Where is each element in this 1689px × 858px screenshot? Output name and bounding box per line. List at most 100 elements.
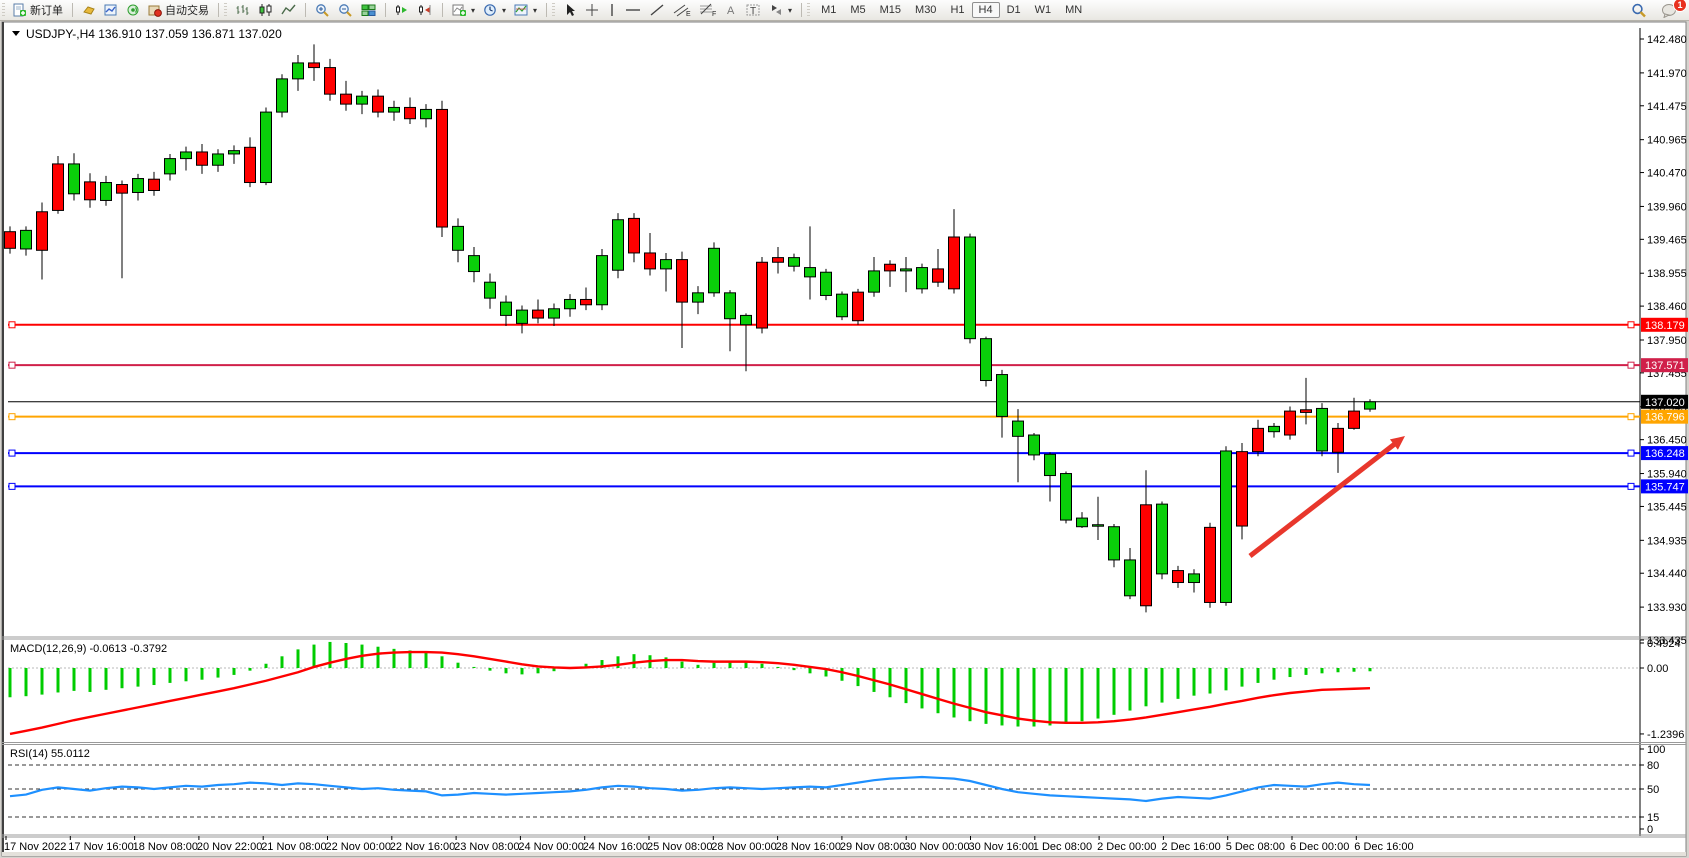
toolbar-drag-handle[interactable]	[807, 3, 811, 17]
horizontal-line[interactable]	[8, 321, 1640, 329]
hline-right-handle[interactable]	[1627, 321, 1635, 329]
channel-button[interactable]: E	[669, 1, 695, 19]
crosshair-button[interactable]	[581, 1, 603, 19]
chart-title-text: USDJPY-,H4 136.910 137.059 136.871 137.0…	[26, 27, 282, 41]
symbol-dropdown-arrow[interactable]	[12, 31, 20, 36]
hline-right-handle[interactable]	[1627, 361, 1635, 369]
hline-right-handle[interactable]	[1627, 449, 1635, 457]
candle-body	[1108, 526, 1120, 561]
candle-body	[1284, 410, 1296, 436]
candle-body	[532, 309, 544, 319]
candle-body	[1332, 427, 1344, 453]
hline-left-handle[interactable]	[8, 321, 16, 329]
hline-left-handle[interactable]	[8, 413, 16, 421]
signals-button[interactable]	[122, 1, 144, 19]
price-axis-tick-label: 139.465	[1647, 234, 1687, 246]
timeframe-mn[interactable]: MN	[1065, 4, 1083, 16]
time-axis-label: 6 Dec 00:00	[1290, 841, 1349, 853]
chart-shift-button[interactable]	[414, 1, 437, 19]
crosshair-icon	[586, 4, 599, 16]
candle-body	[1188, 573, 1200, 584]
candle-body	[356, 95, 368, 105]
search-button[interactable]	[1627, 1, 1651, 20]
candle-body	[308, 62, 320, 69]
new-order-button[interactable]: 新订单	[9, 0, 67, 20]
candle-body	[212, 153, 224, 166]
fibonacci-button[interactable]: F	[695, 1, 721, 19]
text-label-button[interactable]: T	[742, 1, 765, 19]
auto-scroll-button[interactable]	[391, 1, 414, 19]
arrows-button[interactable]: ▾	[765, 1, 796, 19]
hline-left-handle[interactable]	[8, 482, 16, 490]
timeframe-w1[interactable]: W1	[1034, 4, 1052, 16]
indicators-button[interactable]: ▾	[448, 1, 479, 19]
tile-windows-button[interactable]	[357, 1, 380, 19]
market-watch-button[interactable]	[78, 1, 100, 19]
timeframe-h4[interactable]: H4	[971, 2, 1000, 18]
svg-text:E: E	[686, 11, 691, 17]
candle-body	[4, 231, 16, 249]
clock-icon	[484, 4, 496, 16]
toolbar-separator	[72, 3, 73, 17]
hline-right-handle[interactable]	[1627, 482, 1635, 490]
horizontal-line[interactable]	[8, 482, 1640, 490]
periods-button[interactable]: ▾	[479, 1, 510, 19]
price-badge: 136.796	[1641, 409, 1688, 424]
candle-body	[580, 298, 592, 306]
toolbar-drag-handle[interactable]	[2, 3, 5, 17]
timeframe-m15[interactable]: M15	[879, 4, 902, 16]
timeframe-m5[interactable]: M5	[850, 4, 866, 16]
line-chart-button[interactable]	[277, 1, 300, 19]
hline-left-handle[interactable]	[8, 361, 16, 369]
cursor-button[interactable]	[559, 1, 581, 19]
zoom-out-button[interactable]	[334, 1, 357, 19]
vertical-line-button[interactable]	[603, 1, 621, 19]
auto-trading-button[interactable]: 自动交易	[144, 0, 213, 20]
horizontal-line[interactable]	[8, 413, 1640, 421]
hline-right-handle[interactable]	[1627, 413, 1635, 421]
candle-body	[340, 93, 352, 105]
timeframe-h1[interactable]: H1	[950, 4, 965, 16]
time-axis-label: 6 Dec 16:00	[1354, 841, 1413, 853]
rsi-line	[9, 775, 1371, 803]
candle-body	[996, 374, 1008, 417]
toolbar-drag-handle[interactable]	[552, 3, 556, 17]
horizontal-line-button[interactable]	[621, 1, 645, 19]
bar-chart-button[interactable]	[231, 1, 254, 19]
macd-axis-label: 0.4924	[1647, 638, 1681, 650]
candle-body	[916, 267, 928, 290]
trend-arrow[interactable]	[1248, 436, 1405, 558]
price-badge-bg	[1641, 479, 1688, 494]
caret-down-icon: ▾	[502, 5, 507, 15]
time-axis-label: 22 Nov 00:00	[326, 841, 391, 853]
trendline-button[interactable]	[645, 1, 669, 19]
macd-label: MACD(12,26,9) -0.0613 -0.3792	[10, 643, 167, 655]
candle-body	[756, 261, 768, 329]
timeframe-m1[interactable]: M1	[821, 4, 837, 16]
timeframe-m30[interactable]: M30	[915, 4, 937, 16]
candle-body	[1348, 410, 1360, 429]
horizontal-line[interactable]	[8, 449, 1640, 457]
zoom-in-button[interactable]	[311, 1, 334, 19]
price-axis-tick-label: 142.480	[1647, 34, 1687, 46]
notifications-button[interactable]: 1	[1657, 0, 1687, 20]
text-button[interactable]: A	[721, 1, 742, 19]
candlestick-button[interactable]	[254, 1, 277, 19]
chart-shift-icon	[419, 5, 431, 15]
candle-body	[884, 263, 896, 272]
rsi-axis-label: 100	[1647, 744, 1665, 756]
candle-body	[772, 257, 784, 263]
timeframe-d1[interactable]: D1	[1006, 4, 1021, 16]
templates-button[interactable]: ▾	[510, 1, 541, 19]
candle-body	[436, 108, 448, 228]
toolbar-drag-handle[interactable]	[224, 3, 227, 17]
horizontal-line[interactable]	[8, 361, 1640, 369]
charts-button[interactable]	[100, 1, 122, 19]
trend-arrow-line[interactable]	[1248, 440, 1399, 558]
trend-arrow-head[interactable]	[1389, 436, 1405, 450]
time-axis-label: 28 Nov 00:00	[711, 841, 776, 853]
macd-signal-line	[9, 650, 1371, 736]
candle-body	[1268, 425, 1280, 433]
hline-left-handle[interactable]	[8, 449, 16, 457]
